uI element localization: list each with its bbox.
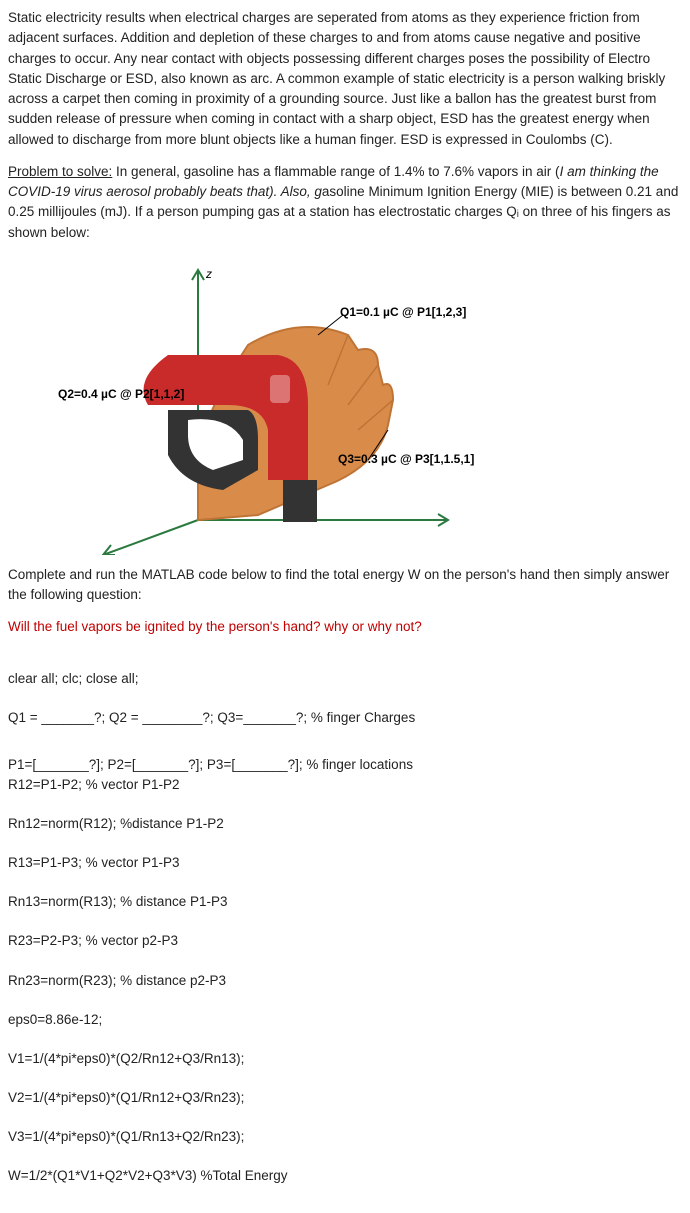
code-line: eps0=8.86e-12; <box>8 1010 682 1030</box>
diagram: z Q1=0.1 µC @ P1[1,2,3] Q2=0.4 µC @ P2[1… <box>48 255 488 555</box>
q2-label: Q2=0.4 µC @ P2[1,1,2] <box>58 385 184 403</box>
code-line: V3=1/(4*pi*eps0)*(Q1/Rn13+Q2/Rn23); <box>8 1127 682 1147</box>
problem-paragraph: Problem to solve: In general, gasoline h… <box>8 162 682 243</box>
code-line: Rn23=norm(R23); % distance p2-P3 <box>8 971 682 991</box>
code-line: V1=1/(4*pi*eps0)*(Q2/Rn12+Q3/Rn13); <box>8 1049 682 1069</box>
code-line: R13=P1-P3; % vector P1-P3 <box>8 853 682 873</box>
matlab-code: clear all; clc; close all; Q1 = _______?… <box>8 650 682 1206</box>
question-text: Will the fuel vapors be ignited by the p… <box>8 617 682 637</box>
task-text: Complete and run the MATLAB code below t… <box>8 565 682 606</box>
q3-label: Q3=0.3 µC @ P3[1,1.5,1] <box>338 450 474 468</box>
code-line: W=1/2*(Q1*V1+Q2*V2+Q3*V3) %Total Energy <box>8 1166 682 1186</box>
code-line: R23=P2-P3; % vector p2-P3 <box>8 931 682 951</box>
code-line: R12=P1-P2; % vector P1-P2 <box>8 775 682 795</box>
q1-label: Q1=0.1 µC @ P1[1,2,3] <box>340 303 466 321</box>
problem-label: Problem to solve: <box>8 164 112 179</box>
diagram-svg <box>48 255 488 555</box>
intro-paragraph: Static electricity results when electric… <box>8 8 682 150</box>
code-line: P1=[_______?]; P2=[_______?]; P3=[______… <box>8 755 413 775</box>
z-axis-label: z <box>206 265 212 283</box>
code-line: V2=1/(4*pi*eps0)*(Q1/Rn12+Q3/Rn23); <box>8 1088 682 1108</box>
code-line: clear all; clc; close all; <box>8 669 682 689</box>
code-line: Rn12=norm(R12); %distance P1-P2 <box>8 814 682 834</box>
code-line: Rn13=norm(R13); % distance P1-P3 <box>8 892 682 912</box>
problem-text-a: In general, gasoline has a flammable ran… <box>112 164 559 179</box>
code-line: Q1 = _______?; Q2 = ________?; Q3=______… <box>8 708 682 728</box>
